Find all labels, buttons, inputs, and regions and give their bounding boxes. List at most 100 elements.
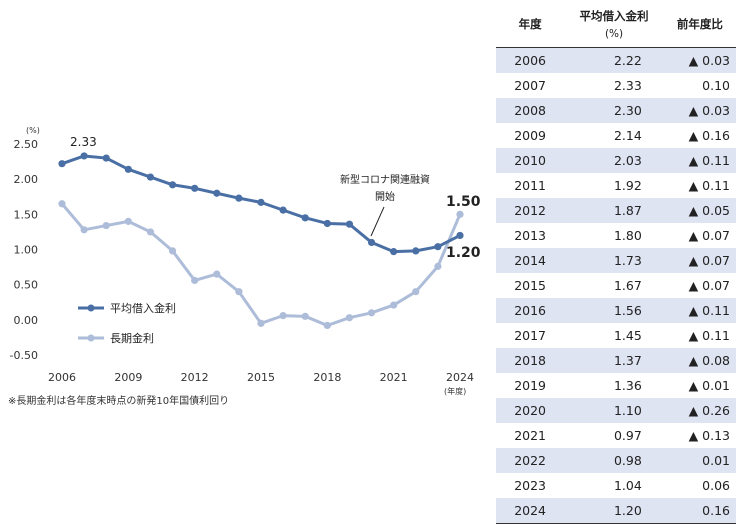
table-cell-year: 2019 bbox=[514, 378, 547, 393]
table-cell-rate: 1.80 bbox=[613, 228, 642, 243]
table-cell-diff: ▲ 0.11 bbox=[688, 328, 730, 343]
y-tick-label: 0.00 bbox=[14, 314, 39, 327]
data-point-long-rate bbox=[434, 262, 442, 270]
table-cell-year: 2024 bbox=[496, 498, 565, 524]
table-cell-rate: 2.14 bbox=[613, 128, 642, 143]
data-point-avg-rate bbox=[213, 189, 221, 197]
table-cell-rate: 2.33 bbox=[613, 78, 642, 93]
data-point-avg-rate bbox=[412, 247, 420, 255]
x-tick-label: 2021 bbox=[380, 371, 408, 384]
data-point-long-rate bbox=[456, 210, 464, 218]
data-point-long-rate bbox=[279, 312, 287, 320]
table-row: 2006 2.22 ▲ 0.03 bbox=[496, 47, 736, 73]
x-tick-label: 2012 bbox=[181, 371, 209, 384]
table-cell-diff: 0.06 bbox=[702, 478, 730, 493]
table-row: 2020 1.10 ▲ 0.26 bbox=[496, 398, 736, 423]
table-cell-diff: ▲ 0.11 bbox=[688, 178, 730, 193]
table-cell-year: 2013 bbox=[514, 228, 547, 243]
rate-table: 年度 平均借入金利 (%) 前年度比 2006 2.22 ▲ 0.03 2007 2.3… bbox=[496, 0, 736, 524]
table-cell-diff: ▲ 0.01 bbox=[688, 378, 730, 393]
x-tick-label: 2009 bbox=[114, 371, 142, 384]
table-cell-diff: 0.10 bbox=[702, 78, 730, 93]
x-tick-label: 2018 bbox=[313, 371, 341, 384]
data-point-avg-rate bbox=[301, 214, 309, 222]
table-cell-diff: 0.16 bbox=[663, 498, 736, 524]
y-tick-label: 0.50 bbox=[14, 279, 39, 292]
data-point-avg-rate bbox=[58, 160, 66, 168]
table-cell-rate: 1.67 bbox=[613, 278, 642, 293]
table-cell-diff: ▲ 0.07 bbox=[688, 228, 730, 243]
data-label-long-rate-end: 1.50 bbox=[446, 194, 481, 210]
y-tick-label: 2.50 bbox=[14, 138, 39, 151]
data-point-long-rate bbox=[102, 221, 110, 230]
table-cell-diff: ▲ 0.13 bbox=[688, 428, 730, 443]
x-tick-label: 2015 bbox=[247, 371, 275, 384]
data-point-long-rate bbox=[146, 228, 155, 236]
data-label-avg-rate-end: 1.20 bbox=[446, 245, 481, 261]
table-cell-rate: 1.37 bbox=[613, 353, 642, 368]
x-tick-label: 2006 bbox=[48, 371, 76, 384]
data-point-avg-rate bbox=[279, 206, 287, 214]
data-point-avg-rate bbox=[456, 231, 464, 240]
annotation-pointer bbox=[370, 206, 385, 237]
table-header-rate-unit: (%) bbox=[604, 27, 624, 40]
y-tick-label: 1.00 bbox=[14, 244, 39, 257]
table-cell-rate: 1.36 bbox=[613, 378, 642, 393]
table-cell-rate: 0.97 bbox=[613, 428, 642, 443]
data-point-avg-rate bbox=[390, 248, 398, 256]
table-cell-year: 2009 bbox=[514, 128, 547, 143]
x-tick-label: 2024 bbox=[446, 371, 474, 384]
table-cell-diff: ▲ 0.07 bbox=[688, 278, 730, 293]
table-cell-diff: ▲ 0.26 bbox=[688, 403, 730, 418]
legend-label-avg: 平均借入金利 bbox=[110, 301, 176, 315]
table-row: 2007 2.33 0.10 bbox=[496, 73, 736, 98]
data-point-long-rate bbox=[58, 200, 66, 208]
table-cell-diff: 0.01 bbox=[702, 453, 730, 468]
data-point-avg-rate bbox=[124, 165, 132, 173]
table-row: 2019 1.36 ▲ 0.01 bbox=[496, 373, 736, 398]
table-row: 2022 0.98 0.01 bbox=[496, 448, 736, 473]
table-cell-year: 2015 bbox=[514, 278, 547, 293]
data-point-long-rate bbox=[323, 321, 331, 330]
data-point-long-rate bbox=[168, 247, 177, 255]
table-cell-rate: 0.98 bbox=[613, 453, 642, 468]
y-tick-label: -0.50 bbox=[10, 349, 38, 362]
table-cell-rate: 1.56 bbox=[613, 303, 642, 318]
table-cell-year: 2008 bbox=[514, 103, 547, 118]
data-point-long-rate bbox=[367, 309, 376, 317]
annotation-text-line2: 開始 bbox=[375, 190, 395, 203]
table-cell-year: 2018 bbox=[514, 353, 547, 368]
table-cell-diff: ▲ 0.03 bbox=[688, 103, 730, 118]
table-cell-year: 2007 bbox=[514, 78, 547, 93]
table-cell-year: 2016 bbox=[514, 303, 547, 318]
table-cell-rate: 1.04 bbox=[613, 478, 642, 493]
data-point-long-rate bbox=[301, 312, 309, 320]
table-header-rate-label: 平均借入金利 bbox=[579, 8, 649, 23]
table-row: 2011 1.92 ▲ 0.11 bbox=[496, 173, 736, 198]
table-row: 2013 1.80 ▲ 0.07 bbox=[496, 223, 736, 248]
table-header-rate: 平均借入金利 (%) bbox=[564, 0, 664, 48]
data-point-long-rate bbox=[235, 288, 243, 296]
table-cell-year: 2021 bbox=[514, 428, 547, 443]
table-cell-year: 2010 bbox=[514, 153, 547, 168]
data-label-peak: 2.33 bbox=[70, 135, 97, 149]
y-tick-label: 2.00 bbox=[14, 173, 39, 186]
data-point-long-rate bbox=[191, 276, 199, 285]
table-cell-diff: ▲ 0.05 bbox=[688, 203, 730, 218]
legend: 平均借入金利 長期金利 bbox=[78, 301, 176, 345]
table-cell-diff: ▲ 0.11 bbox=[688, 303, 730, 318]
data-point-long-rate bbox=[257, 319, 265, 327]
table-cell-year: 2022 bbox=[514, 453, 547, 468]
table-cell-year: 2014 bbox=[514, 253, 547, 268]
table-cell-rate: 2.03 bbox=[613, 153, 642, 168]
line-chart: (%) 2.50 2.00 1.50 1.00 0.50 0.00 -0.50 2006 20… bbox=[10, 126, 481, 396]
table-row: 2010 2.03 ▲ 0.11 bbox=[496, 148, 736, 173]
table-cell-diff: ▲ 0.08 bbox=[688, 353, 730, 368]
legend-label-long: 長期金利 bbox=[110, 331, 154, 345]
table-header-diff: 前年度比 bbox=[663, 0, 736, 48]
table-cell-diff: ▲ 0.07 bbox=[688, 253, 730, 268]
data-point-long-rate bbox=[213, 270, 221, 278]
data-point-long-rate bbox=[80, 226, 88, 234]
table-cell-rate: 1.45 bbox=[613, 328, 642, 343]
y-tick-label: 1.50 bbox=[14, 208, 39, 221]
